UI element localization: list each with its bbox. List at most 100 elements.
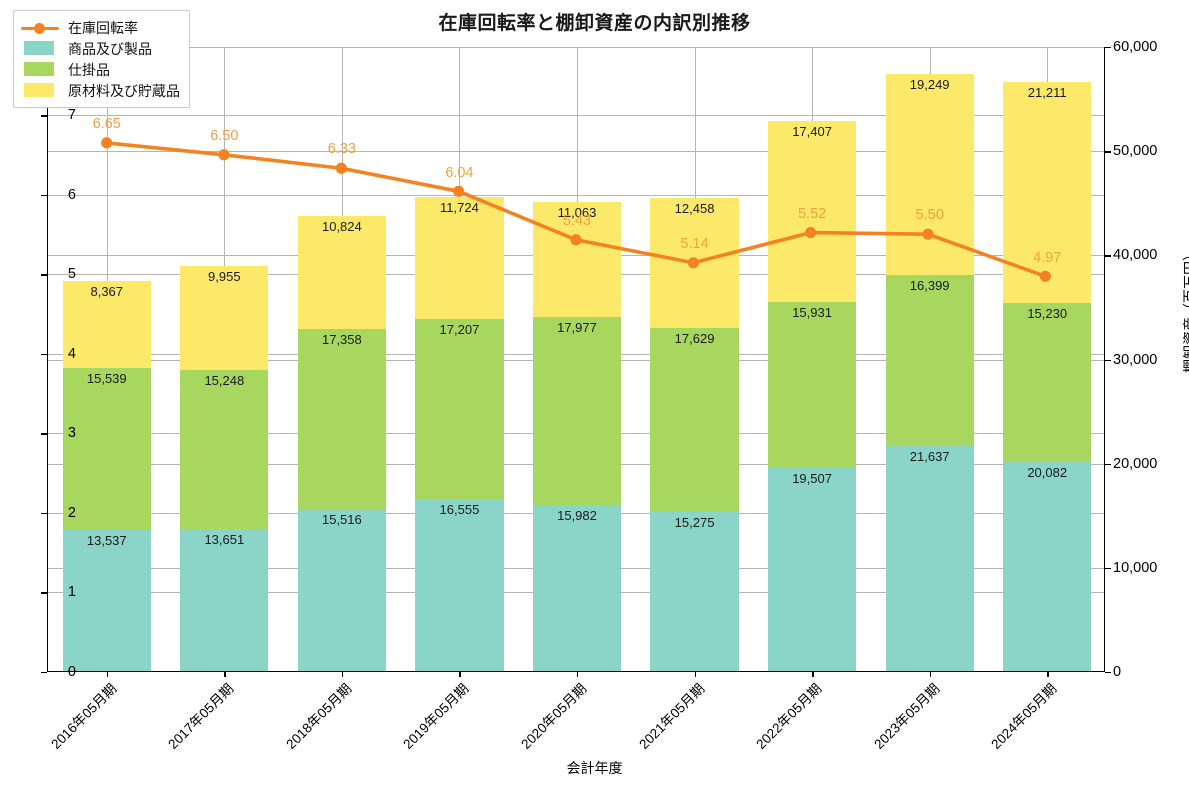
bar-segment-label: 15,516 [321,512,362,528]
bar-segment-1[interactable] [62,368,151,530]
gridline-horizontal [48,115,1104,117]
x-tick-mark [577,671,579,677]
bar-segment-2[interactable] [297,215,386,329]
bar-segment-0[interactable] [768,467,857,671]
bar-segment-0[interactable] [415,498,504,671]
y-tick-label-right: 40,000 [1113,247,1158,264]
legend-line-marker-icon [21,20,59,36]
bar-segment-0[interactable] [62,529,151,671]
bar-segment-0[interactable] [650,511,739,671]
bar-segment-1[interactable] [885,274,974,446]
legend-item-1[interactable]: 商品及び製品 [21,38,180,59]
bar-group[interactable]: 20,082 15,230 21,211 [1003,46,1092,671]
line-series-layer [101,137,1051,282]
line-marker[interactable] [218,149,230,161]
legend-label: 仕掛品 [68,61,110,78]
bar-segment-label: 8,367 [90,283,124,299]
bar-group[interactable]: 15,982 17,977 11,063 [532,46,622,671]
line-point-label: 6.50 [210,127,239,144]
legend-color-swatch [21,40,59,57]
bar-segment-1[interactable] [297,328,386,510]
y-tick-mark-right [1105,567,1111,570]
bar-segment-2[interactable] [885,74,974,275]
line-point-label: 5.14 [680,236,709,253]
y-tick-mark-right [1105,672,1111,674]
y-tick-mark-left [41,353,47,356]
x-tick-mark [341,671,344,677]
bar-group[interactable]: 13,537 15,539 8,367 [62,46,151,671]
legend-label: 在庫回転率 [68,19,138,36]
bar-segment-1[interactable] [1003,303,1092,462]
x-tick-mark [106,671,109,677]
bar-segment-label: 11,063 [557,205,597,221]
bar-segment-1[interactable] [415,319,504,499]
bar-segment-0[interactable] [180,528,269,671]
line-marker[interactable] [1039,270,1051,282]
bar-segment-2[interactable] [532,202,622,318]
bar-segment-0[interactable] [885,445,974,671]
gridline-horizontal [48,194,1104,196]
bar-segment-label: 9,955 [208,269,241,285]
line-path [104,141,1048,279]
x-tick-mark [694,671,696,677]
y-tick-mark-left [41,194,47,197]
bar-group[interactable]: 16,555 17,207 11,724 [415,46,504,671]
line-marker[interactable] [687,257,699,269]
bar-segment-label: 17,977 [557,320,597,336]
line-marker[interactable] [453,185,465,197]
legend-item-3[interactable]: 原材料及び貯蔵品 [21,80,180,101]
x-tick-mark [459,671,461,677]
y-tick-mark-left [41,433,47,435]
x-axis-title: 会計年度 [566,760,623,776]
bar-segment-2[interactable] [62,280,151,369]
line-marker[interactable] [922,228,934,240]
line-marker[interactable] [570,234,582,246]
line-marker[interactable] [101,137,113,149]
bar-group[interactable]: 21,637 16,399 19,249 [885,46,974,671]
chart-legend[interactable]: 在庫回転率商品及び製品 仕掛品原材料及び貯蔵品 [13,10,190,108]
bar-segment-label: 20,082 [1027,464,1068,480]
bar-segment-0[interactable] [532,504,622,671]
line-point-label: 6.33 [327,141,356,158]
bar-group[interactable]: 15,516 17,358 10,824 [297,46,386,671]
bar-segment-1[interactable] [650,328,739,512]
gridline-horizontal [48,151,1104,153]
line-marker[interactable] [335,162,347,174]
bar-segment-0[interactable] [1003,461,1092,671]
y-tick-label-right: 0 [1113,664,1122,680]
bar-segment-label: 21,211 [1027,85,1067,101]
line-point-label: 6.04 [445,164,474,181]
bar-segment-2[interactable] [768,120,857,302]
bar-segment-1[interactable] [180,369,269,529]
bar-segment-label: 17,207 [439,322,480,338]
bar-segment-2[interactable] [180,266,269,370]
bar-group[interactable]: 13,651 15,248 9,955 [180,46,269,671]
bar-segment-label: 16,555 [439,501,480,517]
y-tick-label-left: 4 [67,345,76,362]
line-marker[interactable] [805,227,817,239]
y-tick-mark-right [1105,151,1111,153]
x-tick-mark [812,671,814,677]
line-point-label: 4.97 [1033,249,1062,266]
legend-label: 商品及び製品 [68,40,152,57]
y-tick-label-left: 0 [67,664,76,680]
bar-segment-2[interactable] [415,197,504,320]
bar-segment-label: 15,275 [674,514,715,530]
y-tick-mark-left [41,115,47,117]
legend-item-2[interactable]: 仕掛品 [21,59,180,80]
x-tick-mark [224,671,226,677]
page-title: 在庫回転率と棚卸資産の内訳別推移 [438,13,751,34]
bar-group[interactable]: 19,507 15,931 17,407 [768,46,857,671]
y-tick-label-left: 7 [67,107,76,124]
y-tick-label-left: 3 [67,425,76,442]
bar-segment-label: 12,458 [674,201,715,217]
bar-segment-1[interactable] [768,301,857,468]
x-tick-mark [929,671,932,677]
legend-item-0[interactable]: 在庫回転率 [21,17,180,38]
bar-segment-0[interactable] [297,509,386,671]
bar-segment-1[interactable] [532,317,622,505]
y-tick-label-left: 2 [67,504,76,521]
y-tick-mark-left [41,592,47,594]
bar-segment-label: 11,724 [440,200,479,216]
